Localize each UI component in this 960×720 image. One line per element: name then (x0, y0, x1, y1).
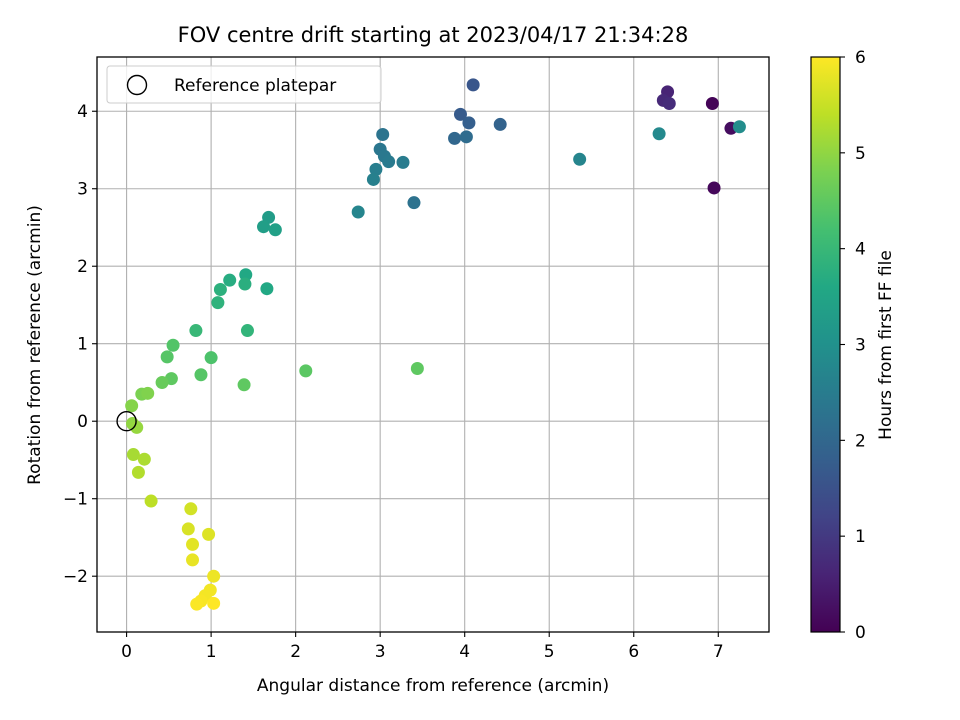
data-point (410, 362, 424, 376)
plot-frame (96, 56, 770, 633)
data-point (237, 378, 251, 392)
x-tick-label: 2 (290, 642, 301, 662)
data-point (299, 364, 313, 378)
data-points (116, 78, 746, 611)
data-point (459, 130, 473, 144)
legend-entry-reference: Reference platepar (174, 76, 336, 96)
data-point (125, 399, 139, 413)
data-point (137, 452, 151, 466)
data-point (186, 537, 200, 551)
colorbar-tick-label: 5 (855, 144, 866, 164)
legend: Reference platepar (106, 65, 382, 104)
data-point (166, 338, 180, 352)
data-point (705, 96, 719, 110)
x-axis-label: Angular distance from reference (arcmin) (257, 676, 609, 696)
y-tick-label: 1 (77, 335, 88, 355)
x-tick-label: 0 (121, 642, 132, 662)
chart-title: FOV centre drift starting at 2023/04/17 … (178, 23, 689, 47)
data-point (493, 117, 507, 131)
x-tick-label: 3 (375, 642, 386, 662)
colorbar-label: Hours from first FF file (876, 250, 896, 440)
y-axis-label: Rotation from reference (arcmin) (25, 205, 45, 485)
data-point (662, 96, 676, 110)
y-tick-label: −2 (63, 567, 88, 587)
data-point (239, 268, 253, 282)
y-tick-label: 2 (77, 257, 88, 277)
data-point (207, 569, 221, 583)
data-point (130, 420, 144, 434)
data-point (240, 324, 254, 338)
grid-lines (97, 57, 769, 632)
data-point (190, 597, 204, 611)
data-point (186, 553, 200, 567)
data-point (257, 220, 271, 234)
legend-box (106, 65, 382, 104)
data-point (366, 172, 380, 186)
data-point (194, 368, 208, 382)
colorbar-tick-label: 0 (855, 623, 866, 643)
data-point (184, 502, 198, 516)
data-point (204, 351, 218, 365)
data-point (223, 273, 237, 287)
data-point (207, 596, 221, 610)
data-point (369, 162, 383, 176)
data-point (181, 522, 195, 536)
data-point (160, 350, 174, 364)
colorbar-tick-label: 3 (855, 336, 866, 356)
x-axis: 0 1 2 3 4 5 6 7 (121, 632, 724, 662)
data-point (652, 127, 666, 141)
data-point (268, 223, 282, 237)
x-tick-label: 1 (206, 642, 217, 662)
data-point (382, 155, 396, 169)
data-point (448, 131, 462, 145)
data-point (376, 127, 390, 141)
data-point (238, 277, 252, 291)
data-point (573, 152, 587, 166)
data-point (189, 324, 203, 338)
reference-platepar-marker (116, 411, 137, 432)
data-point (466, 78, 480, 92)
x-tick-label: 6 (628, 642, 639, 662)
colorbar: 0 1 2 3 4 5 6 Hours from first FF file (810, 48, 896, 643)
x-tick-label: 4 (459, 642, 470, 662)
x-tick-label: 7 (713, 642, 724, 662)
data-point (407, 196, 421, 210)
data-point (131, 465, 145, 479)
y-tick-label: 0 (77, 412, 88, 432)
colorbar-tick-label: 4 (855, 240, 866, 260)
data-point (260, 282, 274, 296)
data-point (707, 181, 721, 195)
data-point (462, 116, 476, 130)
x-tick-label: 5 (544, 642, 555, 662)
y-tick-label: −1 (63, 490, 88, 510)
colorbar-gradient (810, 56, 841, 633)
data-point (732, 120, 746, 134)
colorbar-tick-label: 6 (855, 48, 866, 68)
legend-reference-marker (126, 74, 148, 96)
colorbar-tick-label: 1 (855, 527, 866, 547)
data-point (202, 527, 216, 541)
y-tick-label: 4 (77, 102, 88, 122)
data-point (351, 205, 365, 219)
y-tick-label: 3 (77, 180, 88, 200)
data-point (144, 494, 158, 508)
data-point (213, 282, 227, 296)
data-point (396, 155, 410, 169)
colorbar-tick-label: 2 (855, 431, 866, 451)
colorbar-ticks: 0 1 2 3 4 5 6 (840, 48, 866, 643)
data-point (155, 375, 169, 389)
y-axis: −2 −1 0 1 2 3 4 (63, 102, 97, 587)
data-point (211, 296, 225, 310)
data-point (453, 107, 467, 121)
data-point (141, 386, 155, 400)
data-point (126, 448, 140, 462)
